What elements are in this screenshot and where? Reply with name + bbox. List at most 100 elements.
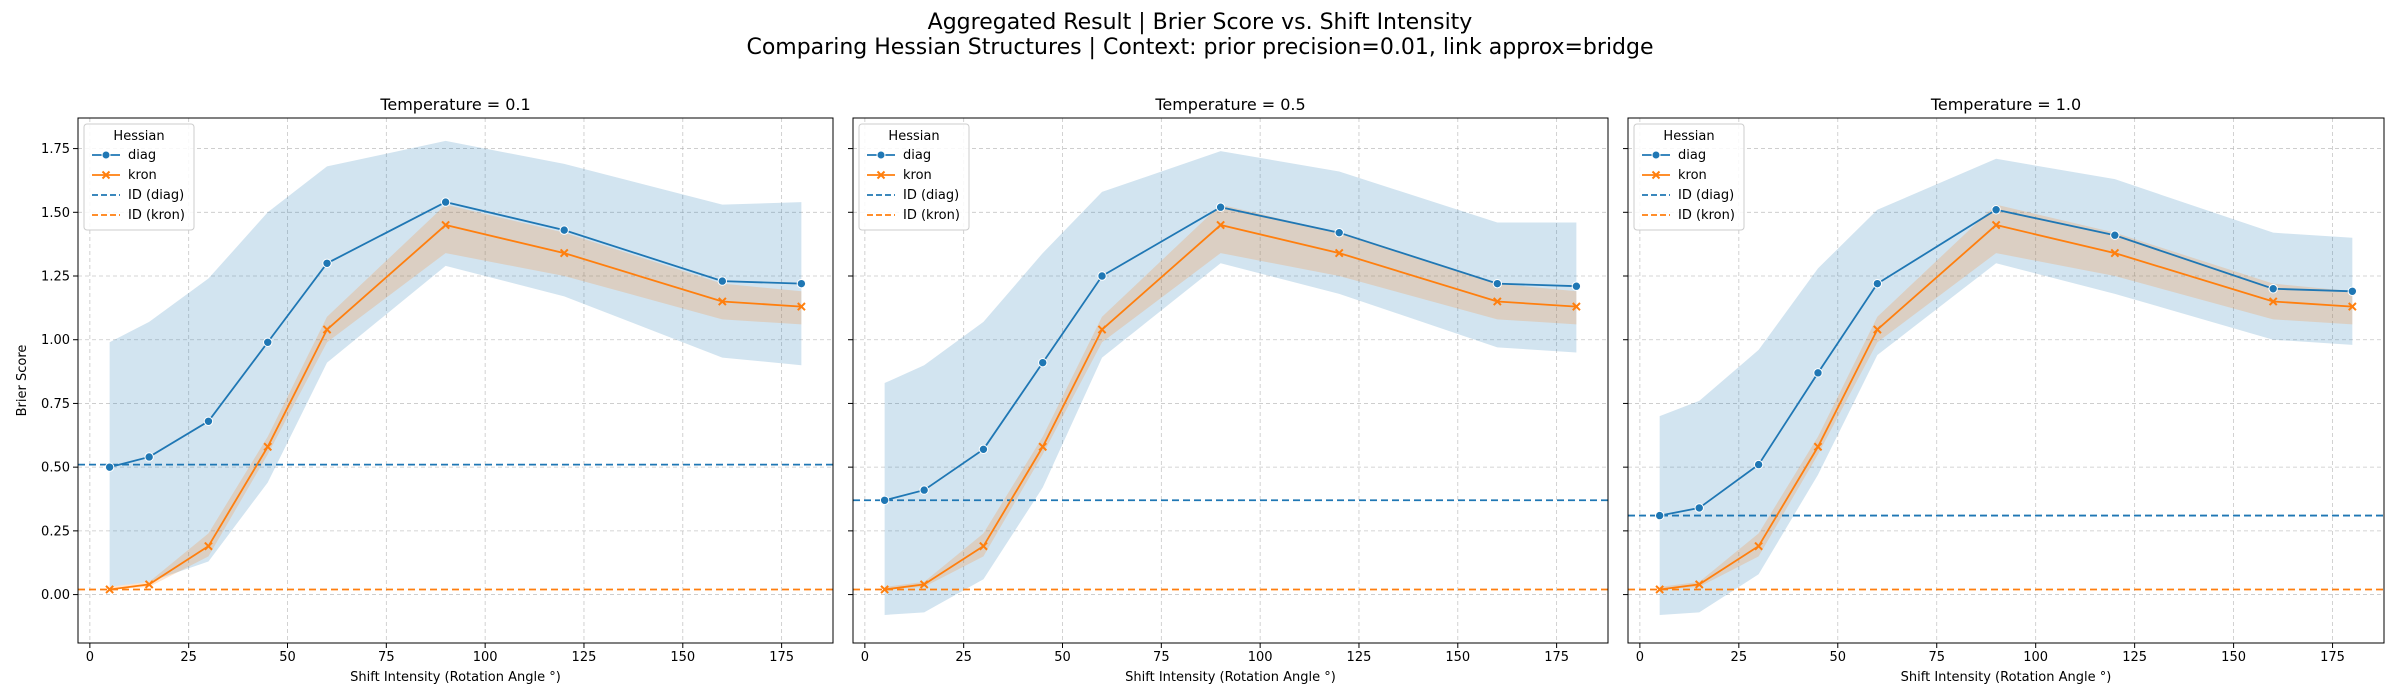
x-tick-label: 125 <box>2122 650 2147 665</box>
legend-label: ID (diag) <box>1678 188 1734 203</box>
legend-label: kron <box>903 168 932 183</box>
data-point-diag <box>1813 368 1823 378</box>
data-point-kron <box>559 248 569 258</box>
data-point-kron <box>204 541 213 551</box>
data-point-kron <box>1873 325 1882 334</box>
axes-frame <box>852 117 1609 644</box>
axes-frame <box>77 117 834 644</box>
data-point-kron <box>322 325 332 334</box>
x-tick-label: 50 <box>279 650 296 665</box>
data-point-diag <box>1694 503 1704 513</box>
y-tick-label: 0.25 <box>41 524 70 539</box>
x-axis-label: Shift Intensity (Rotation Angle °) <box>350 670 561 685</box>
plot-area <box>853 151 1608 615</box>
y-tick-label: 1.50 <box>41 206 70 221</box>
legend-label: ID (diag) <box>903 188 959 203</box>
subplot-2: 0 25 50 75 100 125 150 175 Temperature = 0.5 Shif… <box>848 95 1609 685</box>
data-point-diag <box>1753 459 1764 470</box>
legend-label: kron <box>1678 168 1707 183</box>
data-point-diag <box>1038 357 1048 368</box>
data-point-kron <box>1754 541 1763 551</box>
data-point-kron <box>1493 297 1502 306</box>
data-point-diag <box>440 197 451 207</box>
x-tick-label: 75 <box>1153 650 1170 665</box>
x-tick-label: 150 <box>1445 650 1470 665</box>
data-point-diag <box>322 258 332 268</box>
legend-label: diag <box>1678 148 1706 163</box>
subplot-1: 0 25 50 75 100 125 150 175 0.00 0.25 0.50 0.75 1.00 1… <box>15 95 834 685</box>
x-tick-label: 25 <box>1731 650 1748 665</box>
x-tick-label: 125 <box>572 650 597 665</box>
subplot-3: 0 25 50 75 100 125 150 175 Temperature = 1.0 Shif… <box>1623 95 2385 685</box>
figure-title-line1: Aggregated Result | Brier Score vs. Shif… <box>927 10 1473 35</box>
subplot-title: Temperature = 0.5 <box>1154 95 1305 114</box>
legend: Hessian diag kron ID (diag) ID (kron) <box>83 123 195 231</box>
data-point-diag <box>1492 278 1503 289</box>
legend-marker <box>876 150 886 160</box>
data-point-kron <box>2268 297 2278 306</box>
data-point-diag <box>879 495 890 505</box>
x-tick-label: 25 <box>180 650 197 665</box>
data-point-kron <box>441 220 450 230</box>
x-tick-label: 175 <box>769 650 794 665</box>
x-tick-label: 0 <box>1636 650 1644 665</box>
data-point-kron <box>144 580 154 589</box>
legend-label: kron <box>128 168 157 183</box>
data-point-kron <box>880 585 889 594</box>
data-point-diag <box>263 337 273 347</box>
data-point-diag <box>203 416 214 426</box>
data-point-diag <box>919 485 929 495</box>
subplot-title: Temperature = 1.0 <box>1930 95 2081 114</box>
legend: Hessian diag kron ID (diag) ID (kron) <box>1633 123 1745 231</box>
y-tick-label: 1.75 <box>41 142 70 157</box>
data-point-kron <box>718 297 727 306</box>
data-point-diag <box>978 444 989 455</box>
data-point-kron <box>1334 248 1344 258</box>
data-point-kron <box>1813 442 1823 452</box>
x-tick-label: 150 <box>2221 650 2246 665</box>
data-point-kron <box>1694 580 1704 589</box>
data-point-kron <box>1572 302 1581 311</box>
data-point-diag <box>717 276 728 286</box>
x-tick-label: 25 <box>955 650 972 665</box>
data-point-kron <box>797 302 806 311</box>
legend-box <box>83 123 195 231</box>
legend-marker <box>1651 170 1661 180</box>
data-point-kron <box>1038 442 1048 452</box>
x-tick-label: 100 <box>1248 650 1273 665</box>
x-tick-label: 0 <box>861 650 869 665</box>
legend-box <box>1633 123 1745 231</box>
data-point-kron <box>2348 302 2357 311</box>
legend-label: ID (kron) <box>128 208 185 223</box>
data-point-kron <box>979 541 988 551</box>
data-point-diag <box>1334 227 1344 238</box>
legend-title: Hessian <box>1663 129 1714 144</box>
x-tick-label: 175 <box>1544 650 1569 665</box>
data-point-diag <box>144 452 154 462</box>
y-tick-label: 1.00 <box>41 333 70 348</box>
legend-box <box>858 123 970 231</box>
legend-marker <box>101 150 111 160</box>
data-point-diag <box>796 278 807 289</box>
data-point-diag <box>1872 278 1883 289</box>
data-point-kron <box>919 580 929 589</box>
plot-area <box>1628 158 2384 615</box>
x-tick-label: 175 <box>2320 650 2345 665</box>
data-point-diag <box>104 462 115 472</box>
legend-label: ID (kron) <box>903 208 960 223</box>
data-point-kron <box>1097 325 1107 334</box>
legend-label: ID (diag) <box>128 188 184 203</box>
data-point-diag <box>1654 510 1665 521</box>
data-point-diag <box>2268 284 2278 294</box>
x-tick-label: 75 <box>378 650 395 665</box>
legend-label: ID (kron) <box>1678 208 1735 223</box>
legend-marker <box>876 170 886 180</box>
figure-title: Aggregated Result | Brier Score vs. Shif… <box>0 10 2400 60</box>
x-axis-label: Shift Intensity (Rotation Angle °) <box>1125 670 1336 685</box>
legend-title: Hessian <box>113 129 164 144</box>
y-tick-label: 0.50 <box>41 461 70 476</box>
x-tick-label: 50 <box>1830 650 1847 665</box>
x-axis-label: Shift Intensity (Rotation Angle °) <box>1901 670 2112 685</box>
legend-marker <box>101 170 111 180</box>
